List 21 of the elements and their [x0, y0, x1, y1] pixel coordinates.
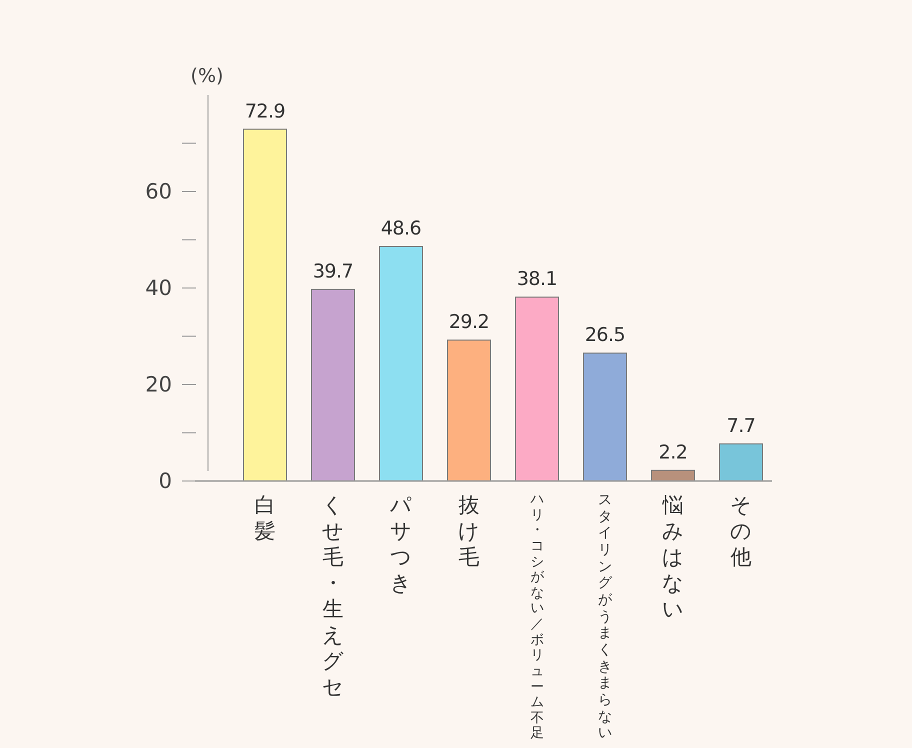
x-tick-label: くせ毛・生えグセ	[322, 492, 344, 700]
x-tick-label: その他	[730, 492, 752, 570]
x-tick-label: 抜け毛	[458, 492, 480, 570]
data-label: 38.1	[516, 268, 558, 290]
data-label: 39.7	[312, 260, 354, 282]
data-label: 7.7	[726, 414, 756, 437]
data-label: 2.2	[658, 441, 688, 464]
data-label: 48.6	[380, 218, 422, 240]
y-axis-title: (%)	[190, 65, 224, 87]
y-tick-label: 60	[145, 180, 172, 204]
category-label: スタイリングがうまくきまらない	[598, 492, 612, 742]
x-tick-label: 悩みはない	[662, 492, 684, 622]
y-tick-label: 40	[145, 276, 172, 300]
x-tick-label: パサつき	[390, 492, 412, 596]
data-label: 72.9	[244, 100, 286, 122]
y-tick-label: 20	[145, 372, 172, 396]
data-label: 26.5	[584, 324, 626, 346]
x-tick-label: 白髪	[254, 492, 276, 544]
category-label: ハリ・コシがない／ボリューム不足	[530, 492, 544, 742]
y-tick-label: 0	[158, 469, 172, 493]
data-label: 29.2	[448, 311, 490, 334]
